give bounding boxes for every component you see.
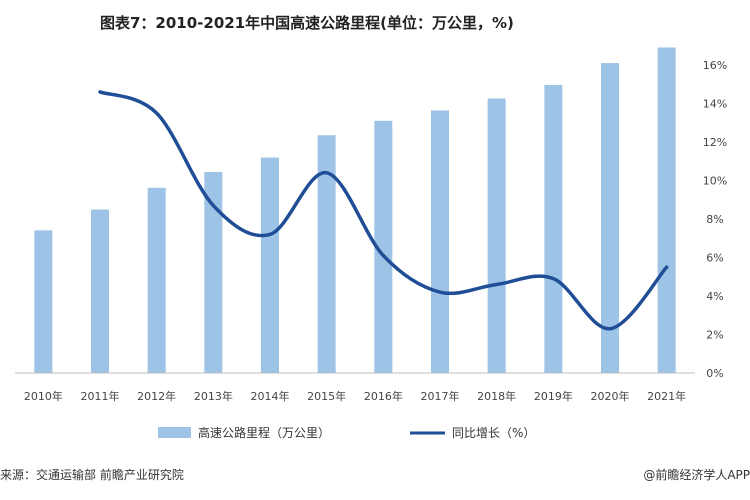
x-tick-label: 2012年 [137, 389, 176, 403]
y2-tick-label: 16% [703, 59, 727, 72]
x-tick-label: 2011年 [81, 389, 120, 403]
legend-line-label: 同比增长（%） [452, 426, 535, 440]
y2-tick-label: 4% [706, 290, 723, 303]
chart-title: 图表7：2010-2021年中国高速公路里程(单位：万公里，%) [100, 14, 514, 32]
bar-2014年 [261, 157, 279, 373]
bar-2012年 [147, 187, 166, 373]
x-tick-label: 2017年 [421, 389, 460, 403]
bar-series [15, 47, 695, 374]
bar-2021年 [657, 47, 676, 374]
y2-axis-ticks: 0% 2% 4% 6% 8% 10% 12% 14% 16% [703, 59, 727, 380]
brand-note: @前瞻经济学人APP [643, 468, 750, 482]
x-tick-label: 2019年 [534, 389, 573, 403]
bar-2019年 [544, 85, 563, 374]
y2-tick-label: 12% [703, 136, 727, 149]
line-series [98, 90, 669, 331]
x-tick-label: 2021年 [647, 389, 686, 403]
bar-2010年 [34, 230, 53, 373]
bar-2016年 [374, 120, 393, 373]
bar-2015年 [317, 135, 336, 373]
bar-2017年 [431, 110, 449, 374]
x-tick-label: 2014年 [251, 389, 290, 403]
bar-2013年 [204, 172, 223, 373]
x-tick-label: 2013年 [194, 389, 233, 403]
x-tick-label: 2015年 [307, 389, 346, 403]
source-note: 来源：交通运输部 前瞻产业研究院 [0, 468, 184, 482]
bar-2020年 [601, 63, 619, 373]
x-axis-ticks: 2010年 2011年 2012年 2013年 2014年 2015年 2016年 2017年… [24, 389, 686, 403]
legend-bar-swatch [158, 427, 191, 438]
bar-2018年 [487, 98, 506, 374]
growth-line [98, 90, 669, 331]
x-tick-label: 2016年 [364, 389, 403, 403]
y2-tick-label: 0% [706, 367, 723, 380]
y2-tick-label: 14% [703, 98, 727, 111]
x-tick-label: 2010年 [24, 389, 63, 403]
y2-tick-label: 6% [706, 252, 723, 265]
x-tick-label: 2018年 [477, 389, 516, 403]
legend-bar-label: 高速公路里程（万公里） [198, 425, 330, 440]
legend: 高速公路里程（万公里） 同比增长（%） [158, 425, 535, 440]
y2-tick-label: 8% [706, 213, 723, 226]
y2-tick-label: 2% [706, 329, 723, 342]
y2-tick-label: 10% [703, 175, 727, 188]
bar-2011年 [91, 209, 109, 373]
x-tick-label: 2020年 [591, 389, 630, 403]
